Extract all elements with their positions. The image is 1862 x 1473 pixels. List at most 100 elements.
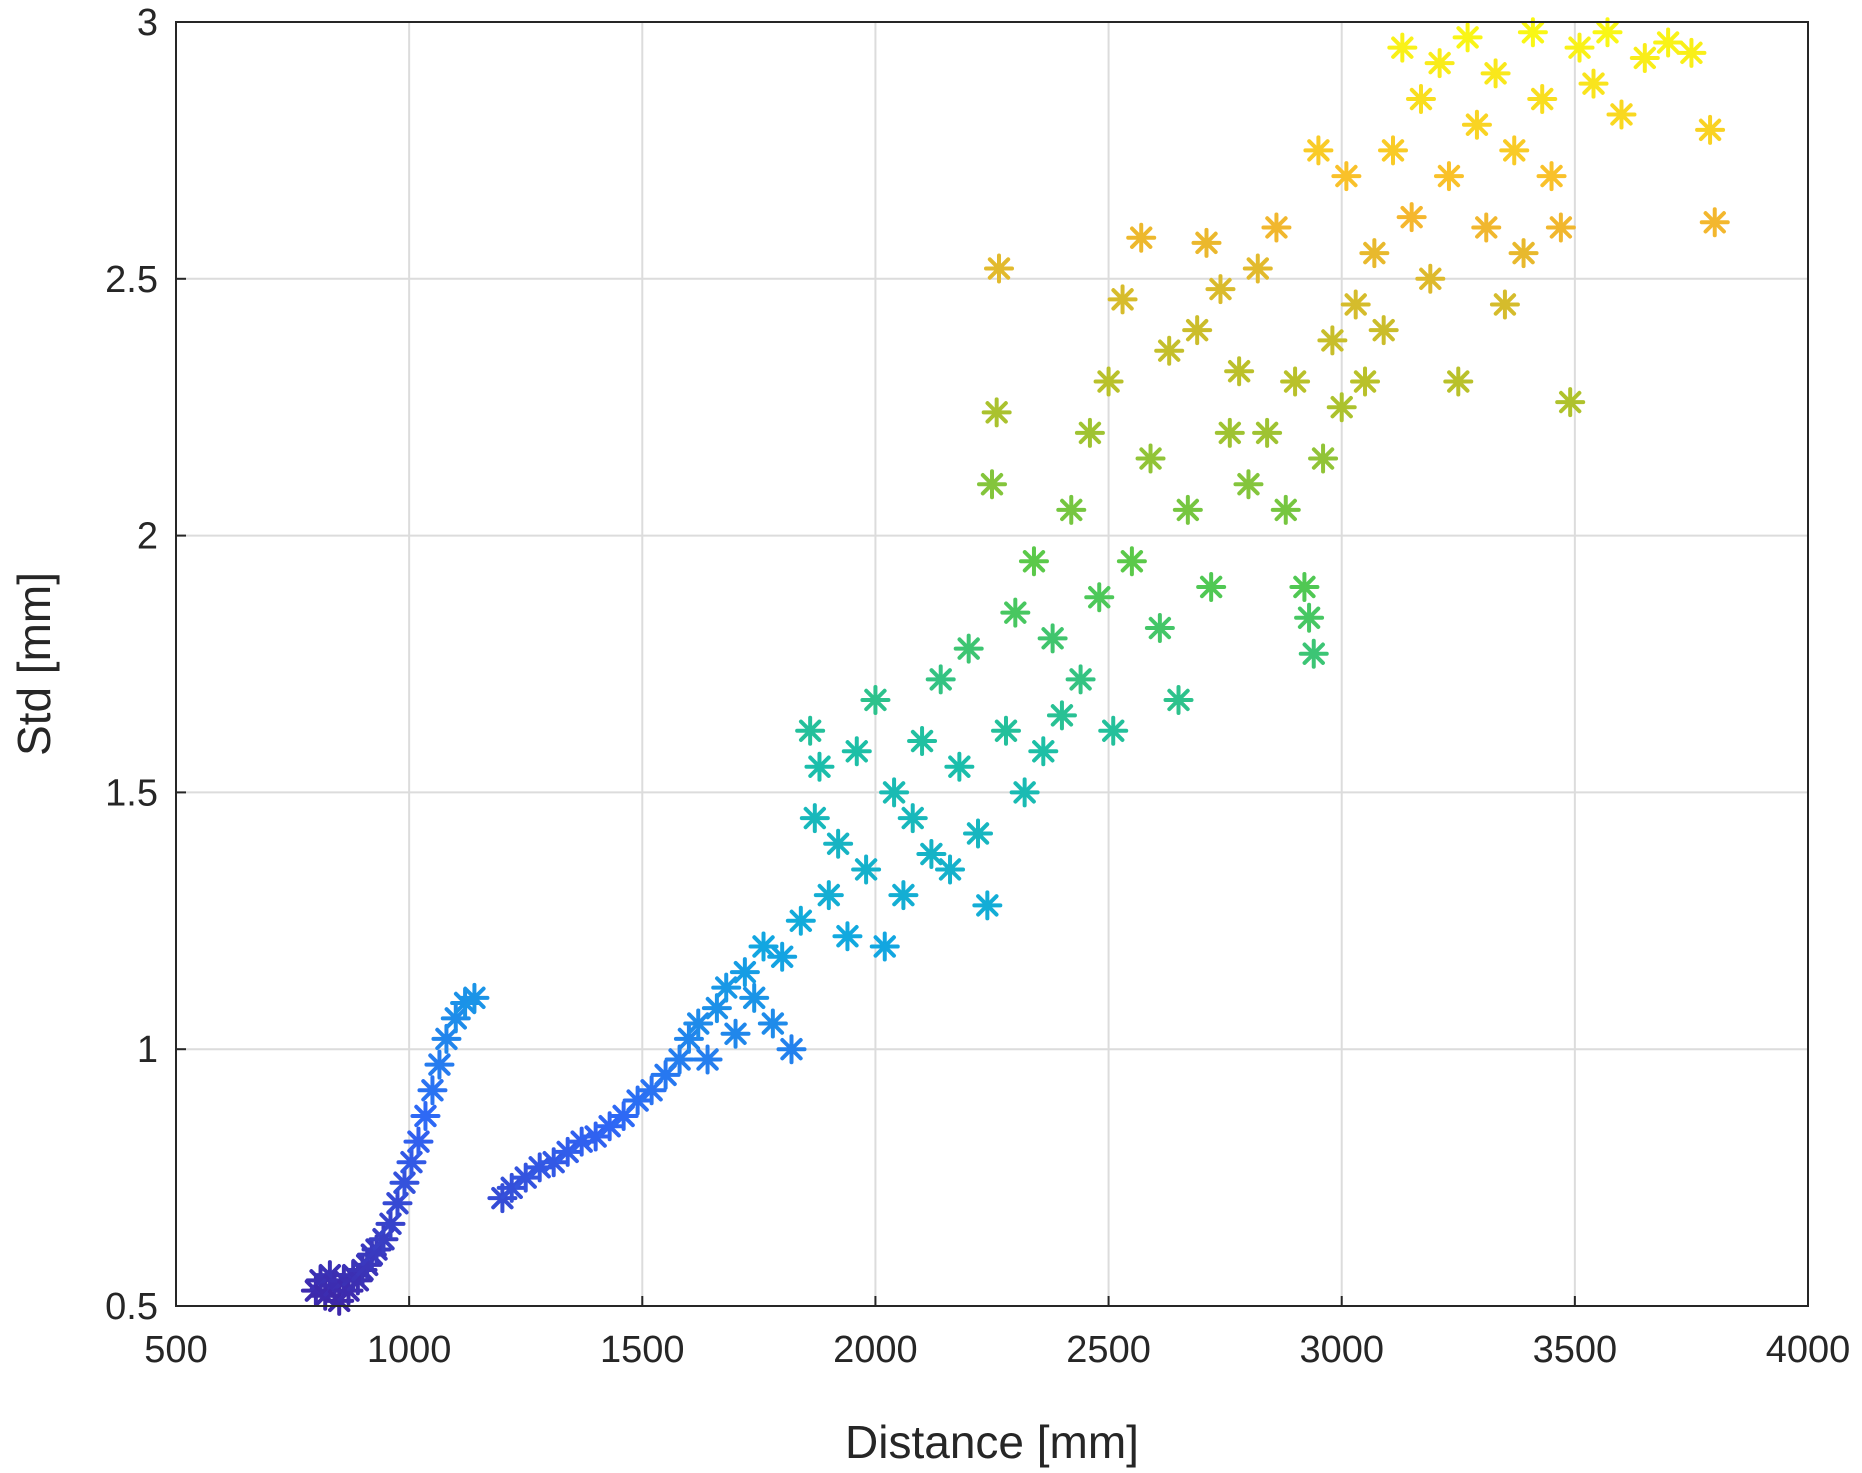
data-point	[711, 972, 742, 1003]
data-point	[1163, 684, 1194, 715]
data-point	[1368, 315, 1399, 346]
data-point	[1340, 289, 1371, 320]
data-point	[1629, 42, 1660, 73]
data-point	[1517, 17, 1548, 48]
data-point	[823, 828, 854, 859]
data-point	[510, 1162, 541, 1193]
data-point	[1294, 602, 1325, 633]
data-point	[977, 469, 1007, 500]
data-point	[1396, 202, 1427, 233]
data-point	[832, 921, 863, 952]
data-point	[1074, 417, 1105, 448]
data-point	[841, 736, 872, 767]
data-point	[622, 1085, 653, 1116]
data-point	[1224, 356, 1255, 387]
x-tick-label: 1500	[600, 1329, 685, 1371]
data-point	[1270, 494, 1301, 525]
data-point	[888, 880, 919, 911]
x-tick-label: 3000	[1299, 1329, 1384, 1371]
data-point	[1303, 135, 1334, 166]
data-point	[1471, 212, 1502, 243]
data-point	[1205, 274, 1236, 305]
data-point	[1606, 99, 1637, 130]
axes	[175, 21, 1809, 1307]
data-point	[990, 715, 1021, 746]
tick-labels: 500 1000 1500 2000 2500 3000 3500 4000 0.5 1 1.5 2 2…	[105, 2, 1850, 1371]
data-point	[692, 1044, 723, 1075]
data-point	[1545, 212, 1576, 243]
data-points	[300, 17, 1730, 1316]
data-point	[1480, 58, 1511, 89]
x-axis-title: Distance [mm]	[845, 1416, 1139, 1468]
data-point	[1009, 777, 1040, 808]
x-tick-label: 3500	[1533, 1329, 1618, 1371]
data-point	[375, 1208, 406, 1239]
data-point	[389, 1167, 420, 1198]
data-point	[1126, 222, 1157, 253]
x-tick-label: 2500	[1066, 1329, 1151, 1371]
data-point	[1196, 571, 1227, 602]
data-point	[720, 1018, 751, 1049]
y-tick-label: 1	[137, 1029, 158, 1071]
data-point	[382, 1188, 413, 1219]
data-point	[1037, 623, 1068, 654]
data-point	[1000, 597, 1031, 628]
data-point	[1359, 238, 1390, 269]
y-tick-label: 0.5	[105, 1286, 158, 1328]
data-point	[1499, 135, 1530, 166]
data-point	[916, 839, 947, 870]
x-tick-label: 2000	[833, 1329, 918, 1371]
data-point	[935, 854, 966, 885]
data-point	[1331, 161, 1362, 192]
data-point	[1214, 417, 1245, 448]
data-point	[1018, 546, 1049, 577]
data-point	[1424, 48, 1455, 79]
data-point	[785, 905, 816, 936]
data-point	[953, 633, 984, 664]
data-point	[1308, 443, 1339, 474]
data-point	[925, 664, 956, 695]
data-point	[396, 1147, 427, 1178]
data-point	[1592, 17, 1623, 48]
data-point	[1443, 366, 1474, 397]
data-point	[1154, 335, 1185, 366]
data-point	[851, 854, 882, 885]
data-point	[1046, 700, 1077, 731]
data-point	[1378, 135, 1409, 166]
data-point	[983, 253, 1014, 284]
data-point	[963, 818, 994, 849]
data-point	[1676, 37, 1707, 68]
y-axis-title: Std [mm]	[8, 572, 60, 756]
y-tick-label: 2	[137, 516, 158, 558]
data-point	[1056, 494, 1087, 525]
data-point	[1489, 289, 1520, 320]
data-point	[664, 1044, 695, 1075]
data-point	[1233, 469, 1264, 500]
data-point	[860, 684, 891, 715]
data-point	[1555, 387, 1586, 418]
data-point	[767, 941, 798, 972]
data-point	[813, 880, 844, 911]
data-point	[1536, 161, 1567, 192]
data-point	[1093, 366, 1124, 397]
data-point	[1452, 22, 1483, 53]
data-point	[1191, 227, 1222, 258]
data-point	[1098, 715, 1129, 746]
x-tick-label: 4000	[1766, 1329, 1851, 1371]
data-point	[352, 1249, 383, 1280]
data-point	[1415, 263, 1446, 294]
data-point	[1065, 664, 1096, 695]
data-point	[1289, 571, 1320, 602]
data-point	[1653, 27, 1684, 58]
data-point	[972, 890, 1003, 921]
data-point	[1508, 238, 1539, 269]
data-point	[804, 751, 835, 782]
data-point	[799, 803, 830, 834]
data-point	[1387, 32, 1418, 63]
data-point	[1280, 366, 1311, 397]
data-point	[538, 1147, 569, 1178]
data-point	[944, 751, 975, 782]
y-tick-label: 1.5	[105, 772, 158, 814]
data-point	[683, 1008, 714, 1039]
